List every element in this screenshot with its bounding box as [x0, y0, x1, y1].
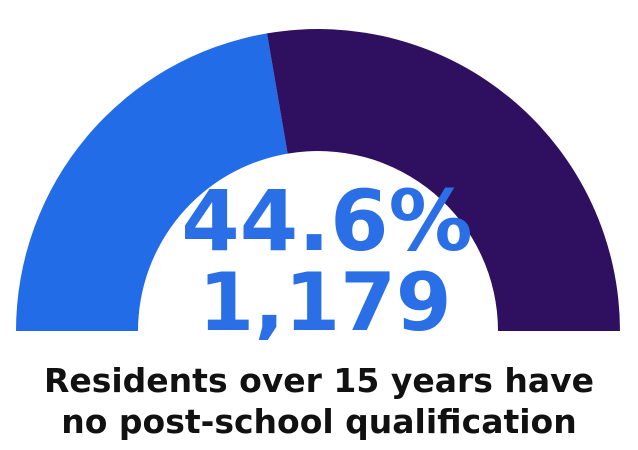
gauge-chart: 44.6% 1,179	[0, 0, 638, 340]
gauge-svg: 44.6% 1,179	[0, 0, 638, 340]
gauge-count-label: 1,179	[198, 256, 451, 340]
gauge-caption: Residents over 15 years have no post-sch…	[0, 360, 638, 442]
caption-line-2: no post-school qualification	[0, 401, 638, 442]
caption-line-1: Residents over 15 years have	[0, 360, 638, 401]
